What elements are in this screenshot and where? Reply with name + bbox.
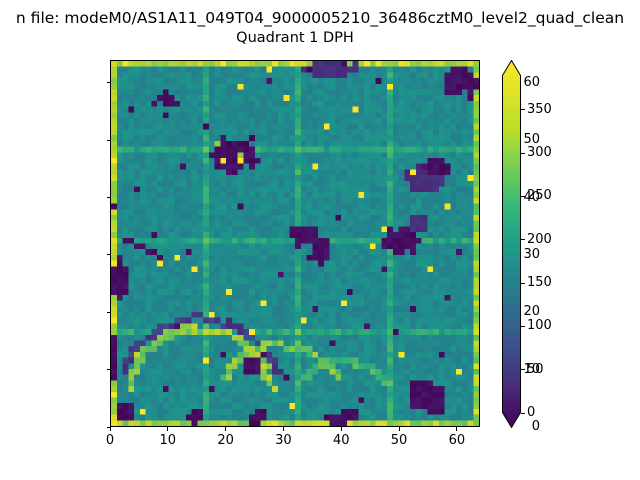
xtick-mark-10 xyxy=(167,427,169,431)
cbtick-label-0: 0 xyxy=(527,405,536,420)
cbtick-label-150: 150 xyxy=(527,275,552,290)
heatmap-axes xyxy=(110,60,480,427)
xtick-mark-40 xyxy=(340,427,342,431)
xtick-label-40: 40 xyxy=(332,433,350,448)
cbtick-mark-250 xyxy=(521,195,525,197)
cbtick-label-350: 350 xyxy=(527,101,552,117)
ytick-label-0: 0 xyxy=(531,419,540,434)
ytick-label-10: 10 xyxy=(523,361,540,377)
xtick-label-50: 50 xyxy=(390,433,408,448)
xtick-label-30: 30 xyxy=(275,433,292,448)
suptitle-text: n file: modeM0/AS1A11_049T04_9000005210_… xyxy=(15,9,625,27)
ytick-mark-60 xyxy=(106,82,110,84)
ytick-mark-30 xyxy=(106,254,110,256)
axes-title: Quadrant 1 DPH xyxy=(236,30,354,46)
figure-suptitle: n file: modeM0/AS1A11_049T04_9000005210_… xyxy=(0,7,640,29)
cbtick-mark-200 xyxy=(521,239,525,241)
ytick-mark-50 xyxy=(106,139,110,141)
cbtick-mark-50 xyxy=(521,369,525,371)
cbtick-label-100: 100 xyxy=(527,318,552,334)
ytick-label-20: 20 xyxy=(523,304,540,320)
cbtick-mark-350 xyxy=(521,109,525,111)
xtick-mark-0 xyxy=(109,427,111,431)
xtick-mark-50 xyxy=(398,427,400,431)
xtick-label-10: 10 xyxy=(159,433,177,448)
ytick-label-50: 50 xyxy=(523,132,540,148)
colorbar-gradient xyxy=(502,60,521,428)
ytick-label-40: 40 xyxy=(523,189,540,205)
cbtick-mark-100 xyxy=(521,325,525,327)
cbtick-label-250: 250 xyxy=(527,188,552,204)
cbtick-mark-300 xyxy=(521,152,525,154)
cbtick-label-300: 300 xyxy=(527,145,552,160)
xtick-label-60: 60 xyxy=(448,433,466,448)
ytick-label-60: 60 xyxy=(523,74,540,90)
cbtick-label-200: 200 xyxy=(527,231,552,247)
cbtick-mark-150 xyxy=(521,282,525,284)
ytick-mark-40 xyxy=(106,197,110,199)
ytick-mark-10 xyxy=(106,369,110,371)
ytick-mark-20 xyxy=(106,311,110,313)
xtick-label-0: 0 xyxy=(105,433,115,448)
xtick-mark-20 xyxy=(225,427,227,431)
xtick-mark-60 xyxy=(456,427,458,431)
cbtick-label-50: 50 xyxy=(527,361,544,377)
xtick-label-20: 20 xyxy=(217,433,234,448)
cbtick-mark-0 xyxy=(521,412,525,414)
ytick-mark-0 xyxy=(106,426,110,428)
colorbar xyxy=(502,60,521,428)
detector-pixel-heatmap xyxy=(111,61,479,426)
ytick-label-30: 30 xyxy=(523,246,540,262)
xtick-mark-30 xyxy=(282,427,284,431)
